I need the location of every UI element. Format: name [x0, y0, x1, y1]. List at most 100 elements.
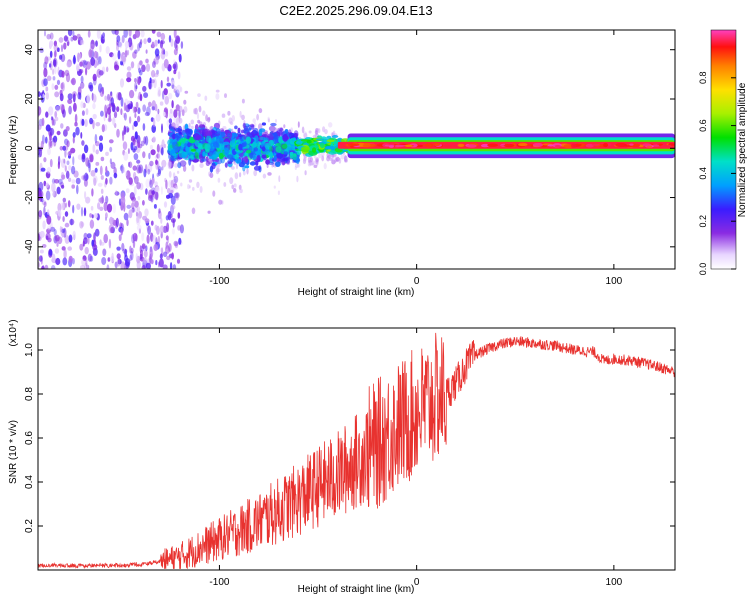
noise-blob: [149, 248, 154, 258]
noise-blob: [54, 179, 60, 184]
noise-blob: [126, 77, 132, 83]
x-tick-label: 0: [414, 276, 420, 287]
halo-blob: [297, 121, 300, 128]
y-tick-label: -20: [24, 190, 35, 205]
noise-blob: [157, 108, 160, 115]
noise-blob: [172, 172, 176, 179]
band-blob: [283, 157, 289, 162]
noise-blob: [56, 242, 59, 247]
x-tick-label: -100: [209, 276, 229, 287]
noise-blob: [123, 30, 128, 38]
signal-peak: [591, 143, 600, 146]
noise-blob: [116, 128, 120, 138]
noise-blob: [72, 132, 76, 138]
noise-blob: [133, 120, 138, 127]
noise-blob: [100, 110, 104, 117]
band-blob: [190, 154, 194, 160]
noise-blob: [64, 211, 69, 217]
band-blob: [170, 126, 176, 130]
snr-ylabel: SNR (10 * v/v): [8, 420, 19, 484]
noise-blob: [72, 30, 75, 37]
noise-blob: [142, 85, 147, 92]
noise-blob: [134, 30, 141, 38]
noise-blob: [158, 258, 164, 268]
noise-blob: [176, 37, 180, 45]
noise-blob: [81, 258, 86, 266]
noise-blob: [94, 213, 98, 219]
noise-blob: [143, 92, 149, 98]
band-blob: [216, 135, 221, 144]
noise-blob: [50, 116, 54, 121]
noise-blob: [112, 203, 117, 214]
band-blob: [282, 134, 289, 142]
noise-blob: [53, 44, 58, 52]
noise-blob: [89, 117, 94, 125]
noise-blob: [76, 65, 80, 72]
noise-blob: [99, 165, 103, 176]
signal-peak: [660, 144, 672, 148]
noise-blob: [68, 105, 72, 115]
noise-blob: [152, 117, 156, 128]
noise-blob: [41, 265, 45, 269]
signal-peak: [603, 142, 608, 148]
halo-blob: [304, 170, 307, 176]
noise-blob: [82, 240, 85, 247]
noise-blob: [91, 214, 94, 219]
halo-blob: [253, 169, 258, 177]
halo-blob: [171, 180, 174, 186]
noise-blob: [48, 106, 54, 116]
noise-blob: [129, 254, 132, 262]
noise-blob: [169, 262, 173, 269]
noise-blob: [51, 253, 56, 263]
noise-blob: [136, 224, 142, 231]
noise-blob: [120, 227, 123, 236]
band-blob: [234, 158, 242, 164]
signal-peak: [466, 144, 477, 148]
noise-blob: [96, 30, 101, 39]
noise-blob: [110, 97, 115, 106]
noise-blob: [160, 147, 164, 156]
noise-blob: [178, 105, 183, 113]
noise-blob: [52, 57, 58, 68]
noise-blob: [153, 58, 156, 65]
noise-blob: [139, 69, 143, 76]
noise-blob: [49, 127, 55, 136]
noise-blob: [177, 212, 181, 219]
band-blob: [200, 158, 207, 162]
band-blob: [224, 162, 228, 168]
noise-blob: [44, 264, 49, 269]
noise-blob: [113, 111, 118, 119]
halo-blob: [188, 185, 191, 189]
noise-blob: [116, 106, 120, 112]
halo-blob: [246, 167, 249, 175]
halo-blob: [331, 159, 336, 165]
noise-blob: [166, 222, 170, 233]
y-tick-label: 40: [24, 44, 35, 56]
noise-blob: [127, 148, 130, 155]
noise-blob: [60, 82, 64, 90]
halo-blob: [329, 158, 334, 161]
noise-blob: [66, 140, 70, 148]
noise-blob: [91, 92, 94, 101]
noise-blob: [173, 175, 179, 184]
noise-blob: [162, 111, 166, 117]
snr-axes: -100 0 100 0.2 0.4 0.6 0.8 1.0: [24, 328, 675, 588]
snr-plot-area: [38, 332, 675, 570]
noise-blob: [75, 177, 81, 185]
noise-blob: [166, 82, 171, 87]
noise-blob: [157, 168, 161, 177]
noise-blob: [81, 110, 85, 116]
noise-blob: [108, 238, 112, 249]
halo-blob: [227, 110, 231, 116]
noise-blob: [143, 250, 148, 258]
band-blob: [261, 154, 267, 159]
signal-peak: [388, 143, 395, 146]
noise-blob: [95, 161, 100, 166]
noise-blob: [80, 265, 86, 269]
noise-blob: [38, 210, 43, 218]
noise-blob: [104, 95, 108, 101]
halo-blob: [184, 90, 189, 94]
noise-blob: [64, 202, 68, 208]
noise-blob: [46, 215, 52, 225]
band-blob: [252, 141, 257, 149]
